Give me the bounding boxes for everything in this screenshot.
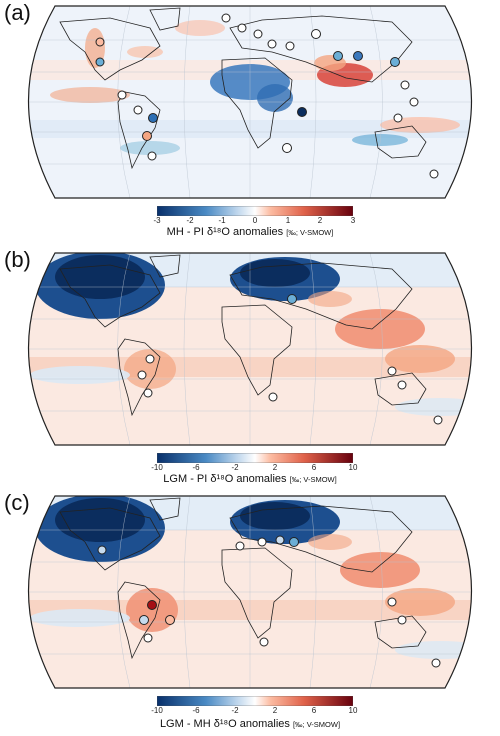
colorbar-ticks-a: -3 -2 -1 0 1 2 3 (150, 216, 360, 228)
tick-label: -2 (231, 706, 239, 715)
site-marker (433, 415, 443, 425)
tick-label: 2 (317, 216, 323, 225)
panel-c: (c) -10 -6 -2 2 6 10 LGM - MH δ¹⁸O anoma… (0, 490, 500, 736)
site-marker (287, 294, 297, 304)
site-marker (429, 169, 439, 179)
site-marker (139, 615, 149, 625)
tick-label: -1 (218, 216, 226, 225)
tick-label: 0 (252, 216, 258, 225)
site-marker (289, 537, 299, 547)
site-marker (253, 29, 263, 39)
site-marker (393, 113, 403, 123)
site-marker (235, 541, 245, 551)
tick-label: -10 (151, 463, 163, 472)
colorbar-title-unit: [‰; V-SMOW] (292, 720, 341, 729)
site-marker (143, 633, 153, 643)
site-marker (297, 107, 307, 117)
tick-label: 10 (348, 463, 358, 472)
tick-label: 2 (272, 706, 278, 715)
site-marker (267, 39, 277, 49)
panel-label: (c) (4, 490, 30, 515)
colorbar-title-main: LGM - MH δ¹⁸O anomalies (159, 718, 290, 730)
site-marker (147, 600, 157, 610)
colorbar-title-c: LGM - MH δ¹⁸O anomalies [‰; V-SMOW] (0, 718, 500, 730)
site-marker (145, 354, 155, 364)
site-marker (117, 90, 127, 100)
tick-label: 1 (285, 216, 291, 225)
colorbar-a (157, 206, 353, 216)
site-marker (143, 388, 153, 398)
site-marker (409, 97, 419, 107)
tick-label: 2 (272, 463, 278, 472)
colorbar-ticks-b: -10 -6 -2 2 6 10 (150, 463, 360, 475)
site-marker (148, 113, 158, 123)
tick-label: 6 (311, 706, 317, 715)
colorbar-title-main: MH - PI δ¹⁸O anomalies (166, 226, 284, 238)
site-marker (275, 535, 285, 545)
site-marker (95, 57, 105, 67)
map-b (28, 252, 472, 446)
site-marker (431, 658, 441, 668)
site-marker (333, 51, 343, 61)
site-marker (400, 80, 410, 90)
site-marker (165, 615, 175, 625)
tick-label: -2 (186, 216, 194, 225)
colorbar-title-a: MH - PI δ¹⁸O anomalies [‰; V-SMOW] (0, 226, 500, 238)
map-c (28, 495, 472, 689)
tick-label: 6 (311, 463, 317, 472)
tick-label: -3 (153, 216, 161, 225)
site-marker (282, 143, 292, 153)
site-marker (142, 131, 152, 141)
site-markers-b (137, 294, 443, 425)
colorbar-title-b: LGM - PI δ¹⁸O anomalies [‰; V-SMOW] (0, 473, 500, 485)
site-marker (387, 597, 397, 607)
site-marker (285, 41, 295, 51)
site-marker (95, 37, 105, 47)
colorbar-title-unit: [‰; V-SMOW] (286, 228, 334, 237)
site-marker (147, 151, 157, 161)
site-marker (259, 637, 269, 647)
panel-label: (a) (4, 0, 31, 25)
colorbar-title-main: LGM - PI δ¹⁸O anomalies (163, 473, 287, 485)
site-marker (387, 366, 397, 376)
panel-b: (b) -10 -6 -2 2 6 10 LGM - PI δ¹⁸O anoma… (0, 247, 500, 487)
tick-label: -6 (192, 463, 200, 472)
site-marker (221, 13, 231, 23)
site-markers-a (95, 13, 439, 179)
site-marker (397, 380, 407, 390)
site-marker (311, 29, 321, 39)
tick-label: -10 (151, 706, 163, 715)
colorbar-c (157, 696, 353, 706)
tick-label: 3 (350, 216, 356, 225)
site-marker (257, 537, 267, 547)
site-marker (133, 105, 143, 115)
tick-label: -6 (192, 706, 200, 715)
site-markers-c (97, 535, 441, 668)
site-marker (137, 370, 147, 380)
site-marker (268, 392, 278, 402)
colorbar-b (157, 453, 353, 463)
site-marker (237, 23, 247, 33)
panel-label: (b) (4, 247, 31, 272)
site-marker (390, 57, 400, 67)
tick-label: 10 (348, 706, 358, 715)
colorbar-ticks-c: -10 -6 -2 2 6 10 (150, 706, 360, 718)
map-a (28, 5, 472, 199)
colorbar-title-unit: [‰; V-SMOW] (289, 475, 337, 484)
tick-label: -2 (231, 463, 239, 472)
panel-a: (a) -3 -2 -1 0 1 2 3 MH - PI δ¹⁸O anomal… (0, 0, 500, 240)
site-marker (353, 51, 363, 61)
site-marker (397, 615, 407, 625)
site-marker (97, 545, 107, 555)
